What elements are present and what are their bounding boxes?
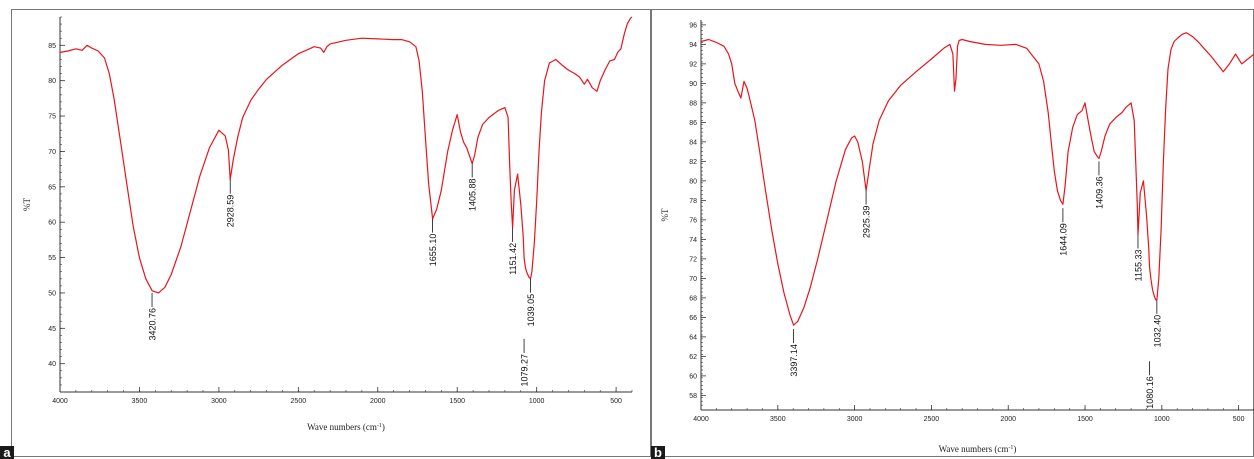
panel-letter-badge [0, 446, 14, 459]
y-tick-label: 94 [689, 42, 697, 49]
panel-letter: b [654, 445, 662, 459]
peak-label: 3420.76 [148, 308, 158, 341]
peak-label: 1079.27 [520, 354, 530, 387]
y-tick-label: 80 [689, 178, 697, 185]
x-tick-label: 500 [610, 398, 622, 405]
y-tick-label: 75 [48, 114, 56, 121]
y-tick-label: 82 [689, 159, 697, 166]
peak-label: 1080.16 [1145, 376, 1155, 409]
y-tick-label: 70 [48, 149, 56, 156]
y-tick-label: 50 [48, 290, 56, 297]
peak-label: 1655.10 [428, 234, 438, 267]
y-tick-label: 78 [689, 198, 697, 205]
x-tick-label: 3000 [847, 416, 863, 423]
y-tick-label: 96 [689, 22, 697, 29]
peak-label: 1405.88 [468, 178, 478, 211]
x-tick-label: 1500 [449, 398, 465, 405]
x-tick-label: 2000 [1000, 416, 1016, 423]
peak-label: 1644.09 [1058, 223, 1068, 256]
y-tick-label: 65 [48, 184, 56, 191]
peak-label: 1409.36 [1094, 176, 1104, 209]
peak-label: 1155.33 [1133, 250, 1143, 282]
y-tick-label: 90 [689, 81, 697, 88]
y-tick-label: 86 [689, 120, 697, 127]
x-tick-label: 4000 [52, 398, 68, 405]
y-tick-label: 68 [689, 295, 697, 302]
y-axis-label: %T [660, 208, 670, 221]
y-tick-label: 92 [689, 61, 697, 68]
y-tick-label: 80 [48, 78, 56, 85]
x-tick-label: 1500 [1077, 416, 1093, 423]
y-tick-label: 72 [689, 256, 697, 263]
y-tick-label: 55 [48, 255, 56, 262]
x-tick-label: 2000 [370, 398, 386, 405]
y-tick-label: 84 [689, 139, 697, 146]
x-tick-label: 3500 [132, 398, 148, 405]
peak-label: 2928.59 [226, 195, 236, 228]
y-tick-label: 70 [689, 276, 697, 283]
y-tick-label: 45 [48, 326, 56, 333]
panel-frame [11, 9, 651, 457]
x-tick-label: 4000 [693, 416, 709, 423]
x-tick-label: 3500 [770, 416, 786, 423]
x-tick-label: 2500 [291, 398, 307, 405]
peak-label: 1032.40 [1152, 315, 1162, 348]
peak-label: 3397.14 [789, 344, 799, 377]
spectrum-line [60, 16, 632, 294]
y-axis-label: %T [22, 198, 32, 211]
y-tick-label: 62 [689, 354, 697, 361]
y-tick-label: 40 [48, 361, 56, 368]
y-tick-label: 74 [689, 237, 697, 244]
y-tick-label: 60 [689, 373, 697, 380]
peak-label: 2925.39 [862, 206, 872, 239]
y-tick-label: 58 [689, 393, 697, 400]
panel-letter-badge [651, 446, 665, 459]
panel-frame [651, 9, 1254, 457]
panel-letter: a [3, 445, 11, 459]
x-axis-label: Wave numbers (cm-1) [939, 444, 1017, 454]
chart-panel-a: 40 45 50 55 60 65 70 75 80 85 4000 3500 3000 2500 2000… [0, 9, 651, 459]
x-tick-label: 500 [1233, 416, 1245, 423]
y-tick-label: 60 [48, 220, 56, 227]
x-tick-label: 3000 [211, 398, 227, 405]
y-tick-label: 85 [48, 43, 56, 50]
x-tick-label: 1000 [529, 398, 545, 405]
y-tick-label: 64 [689, 334, 697, 341]
y-tick-label: 76 [689, 217, 697, 224]
y-tick-label: 88 [689, 100, 697, 107]
spectrum-line [701, 32, 1254, 326]
y-tick-label: 66 [689, 315, 697, 322]
x-tick-label: 2500 [924, 416, 940, 423]
chart-panel-b: 58 60 62 64 66 68 70 72 74 76 78 80 82 84 86 88 90 92 94 96… [651, 9, 1254, 459]
x-axis-label: Wave numbers (cm-1) [307, 422, 385, 432]
peak-label: 1039.05 [526, 294, 536, 327]
peak-label: 1151.42 [508, 243, 518, 275]
x-tick-label: 1000 [1154, 416, 1170, 423]
